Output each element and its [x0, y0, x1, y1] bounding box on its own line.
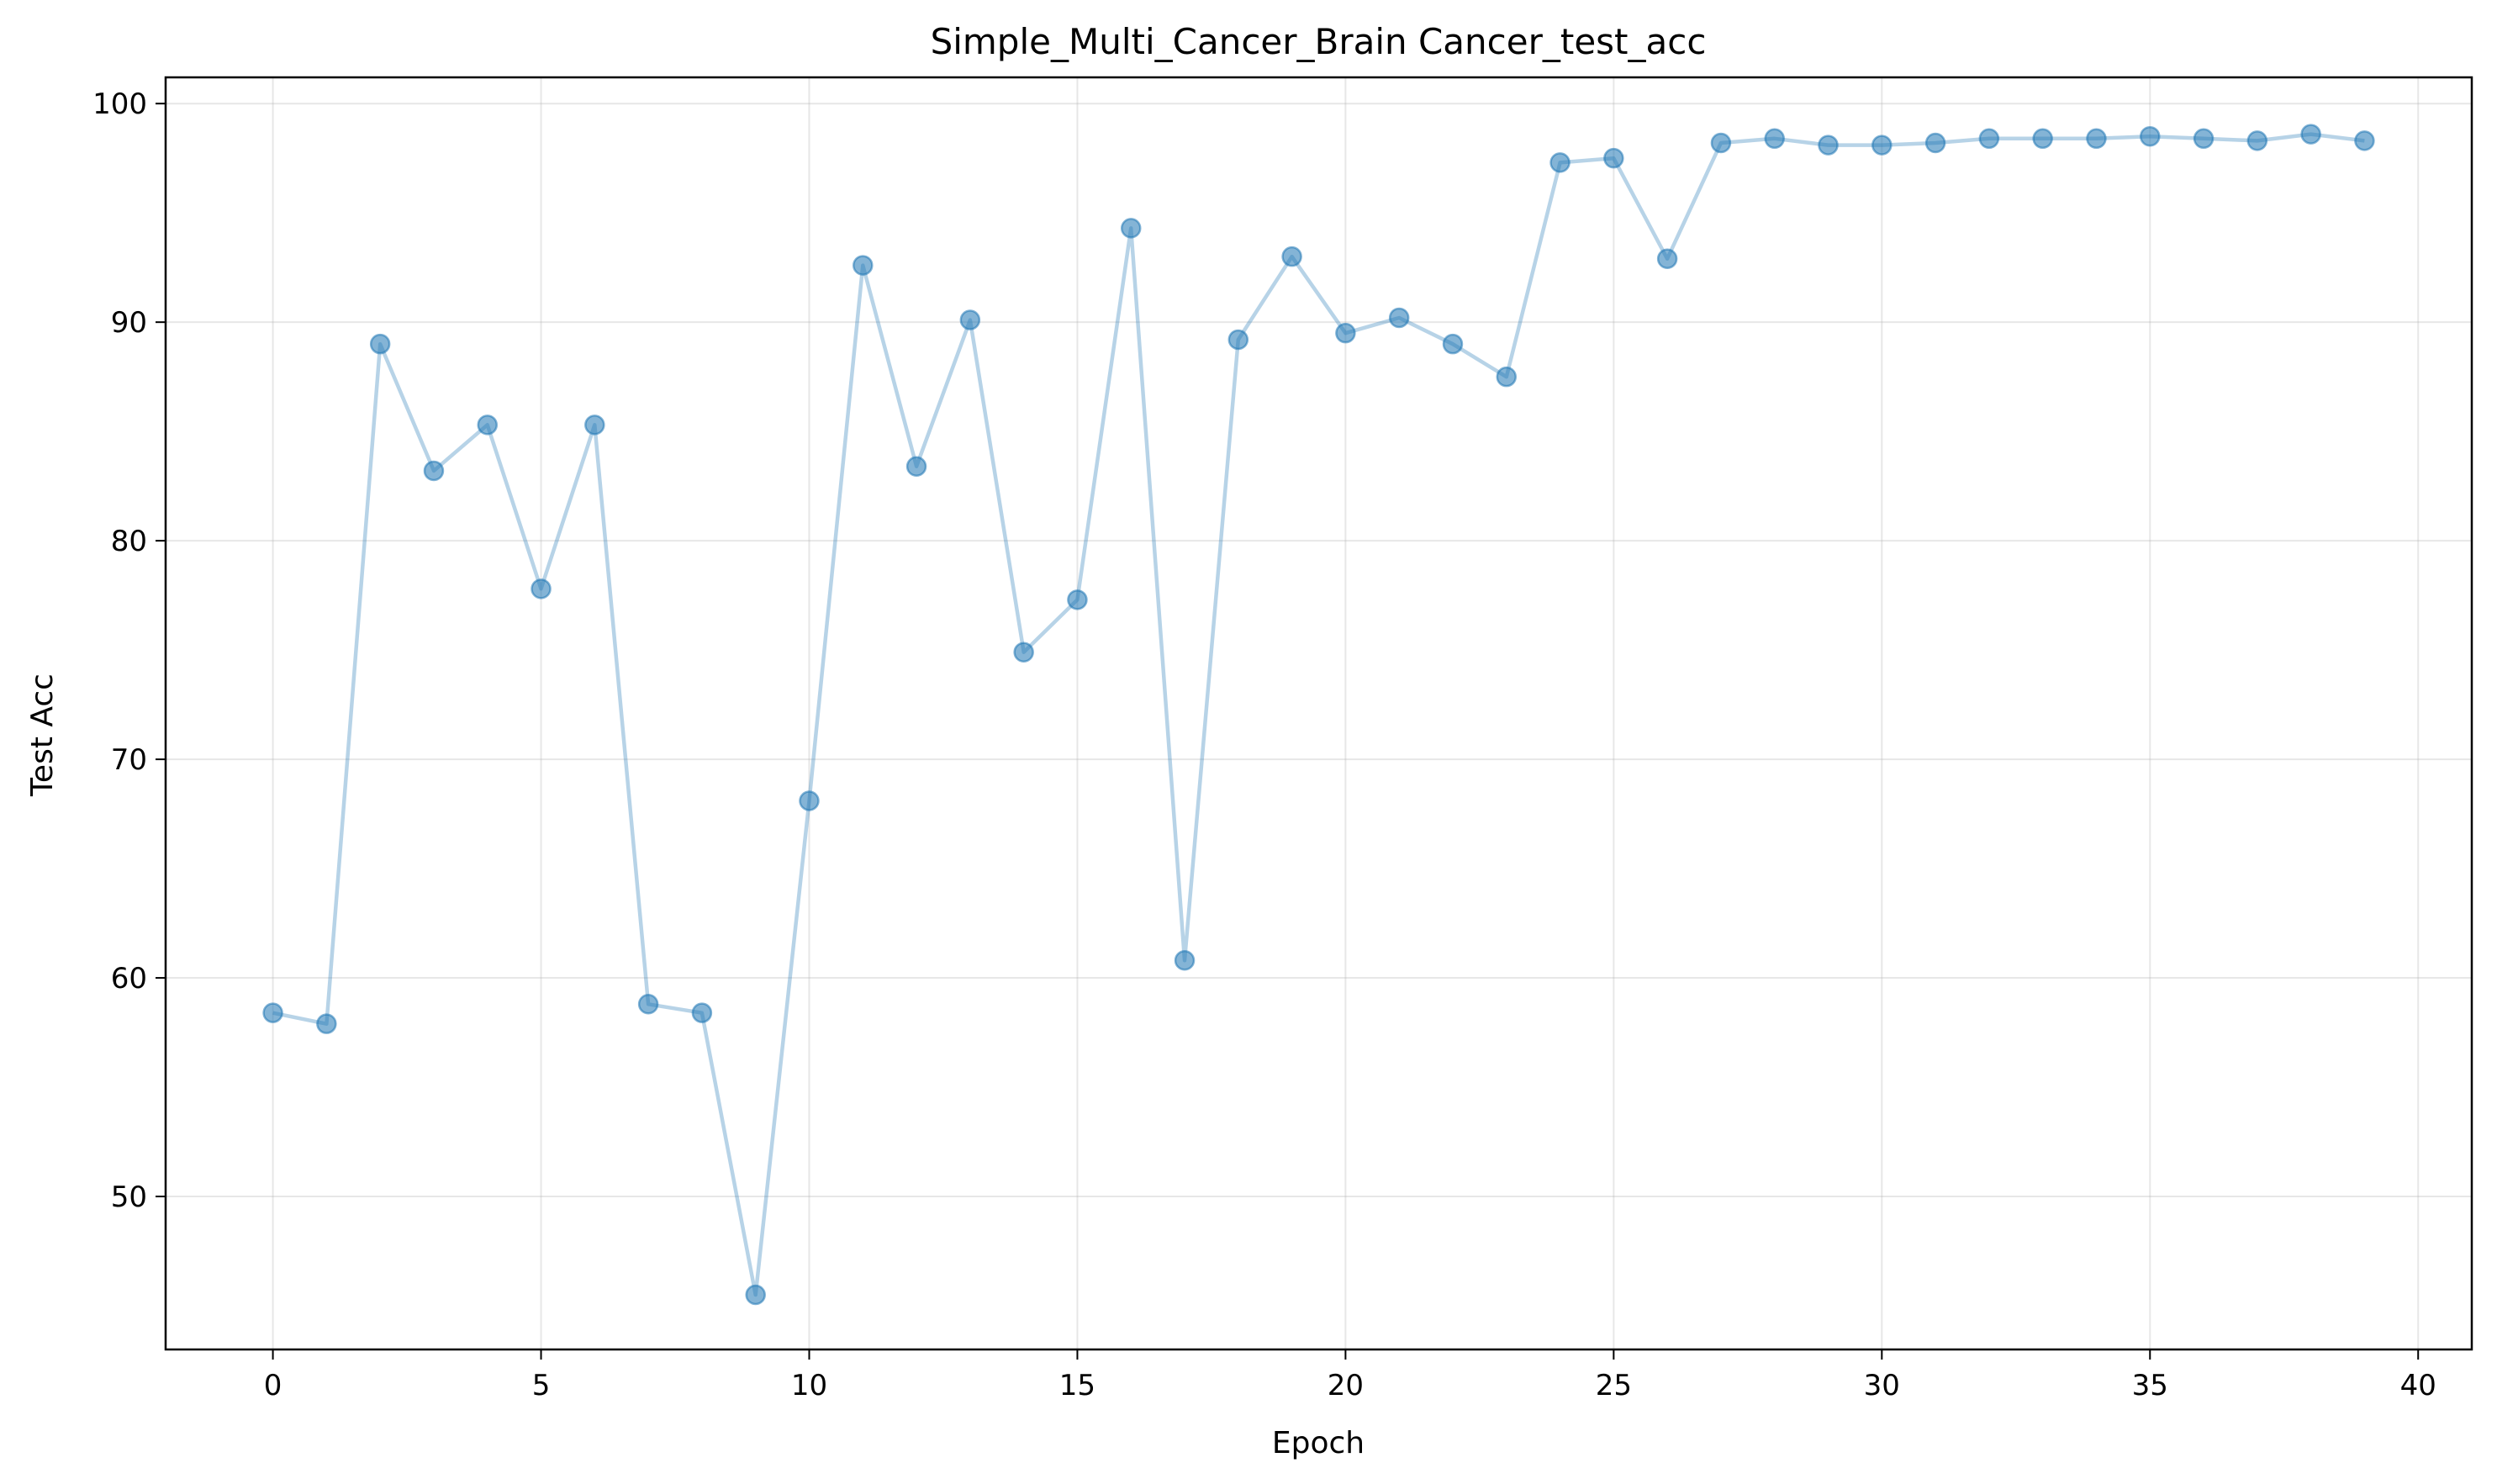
data-point [2086, 128, 2107, 150]
data-point [691, 1002, 713, 1023]
data-point [2140, 125, 2161, 147]
data-point [316, 1013, 337, 1034]
data-point [1442, 333, 1464, 355]
x-tick-label: 30 [1864, 1369, 1900, 1402]
data-point [2032, 128, 2053, 150]
y-tick-label: 80 [111, 525, 147, 558]
plot-frame [164, 76, 2473, 1351]
data-point [1496, 366, 1518, 388]
data-point [1710, 132, 1732, 154]
chart-title: Simple_Multi_Cancer_Brain Cancer_test_ac… [931, 21, 1707, 62]
data-point [1978, 128, 2000, 150]
x-tick-label: 10 [791, 1369, 827, 1402]
data-point [959, 309, 981, 330]
data-point [1281, 246, 1302, 267]
data-point [1818, 135, 1839, 156]
x-tick-label: 25 [1596, 1369, 1632, 1402]
data-point [1764, 128, 1785, 150]
data-point [1227, 329, 1249, 351]
data-point [1174, 950, 1196, 971]
y-tick-label: 90 [111, 306, 147, 340]
x-tick-label: 20 [1328, 1369, 1364, 1402]
y-tick-label: 50 [111, 1180, 147, 1214]
y-axis-ticks: 50 60 70 80 90 100 [92, 87, 166, 1214]
data-point [369, 333, 391, 355]
data-point [745, 1284, 766, 1306]
x-axis-ticks: 0 5 10 15 20 25 30 35 40 [264, 1349, 2436, 1402]
data-point [2354, 130, 2375, 151]
data-point [584, 415, 605, 436]
data-point [1924, 132, 1946, 154]
data-point [1335, 322, 1356, 344]
data-point [531, 578, 552, 599]
data-point [423, 460, 445, 482]
y-tick-label: 70 [111, 743, 147, 777]
x-tick-label: 5 [532, 1369, 551, 1402]
y-tick-label: 100 [92, 87, 147, 121]
x-tick-label: 15 [1059, 1369, 1095, 1402]
data-point [1656, 248, 1678, 270]
data-point [1871, 135, 1893, 156]
data-point [637, 994, 659, 1015]
data-point [262, 1002, 283, 1023]
data-point [905, 456, 927, 477]
y-axis-label: Test Acc [25, 673, 60, 797]
x-axis-label: Epoch [1272, 1426, 1365, 1460]
data-point [2246, 130, 2268, 151]
y-tick-label: 60 [111, 962, 147, 995]
data-point [799, 790, 820, 811]
grid [166, 77, 2472, 1349]
data-point [853, 255, 874, 276]
series-line-layer [272, 132, 2365, 1297]
data-point [1388, 307, 1410, 329]
data-point [1120, 218, 1142, 239]
series-point-layer [262, 124, 2375, 1306]
data-point [1067, 589, 1088, 610]
x-tick-label: 40 [2400, 1369, 2436, 1402]
data-point [477, 415, 498, 436]
x-tick-label: 0 [264, 1369, 282, 1402]
data-point [1549, 152, 1571, 173]
data-point [1013, 642, 1034, 663]
x-tick-label: 35 [2132, 1369, 2168, 1402]
data-point [1603, 147, 1624, 169]
data-point [2193, 128, 2215, 150]
series-line [272, 132, 2365, 1297]
data-point [2300, 124, 2321, 145]
